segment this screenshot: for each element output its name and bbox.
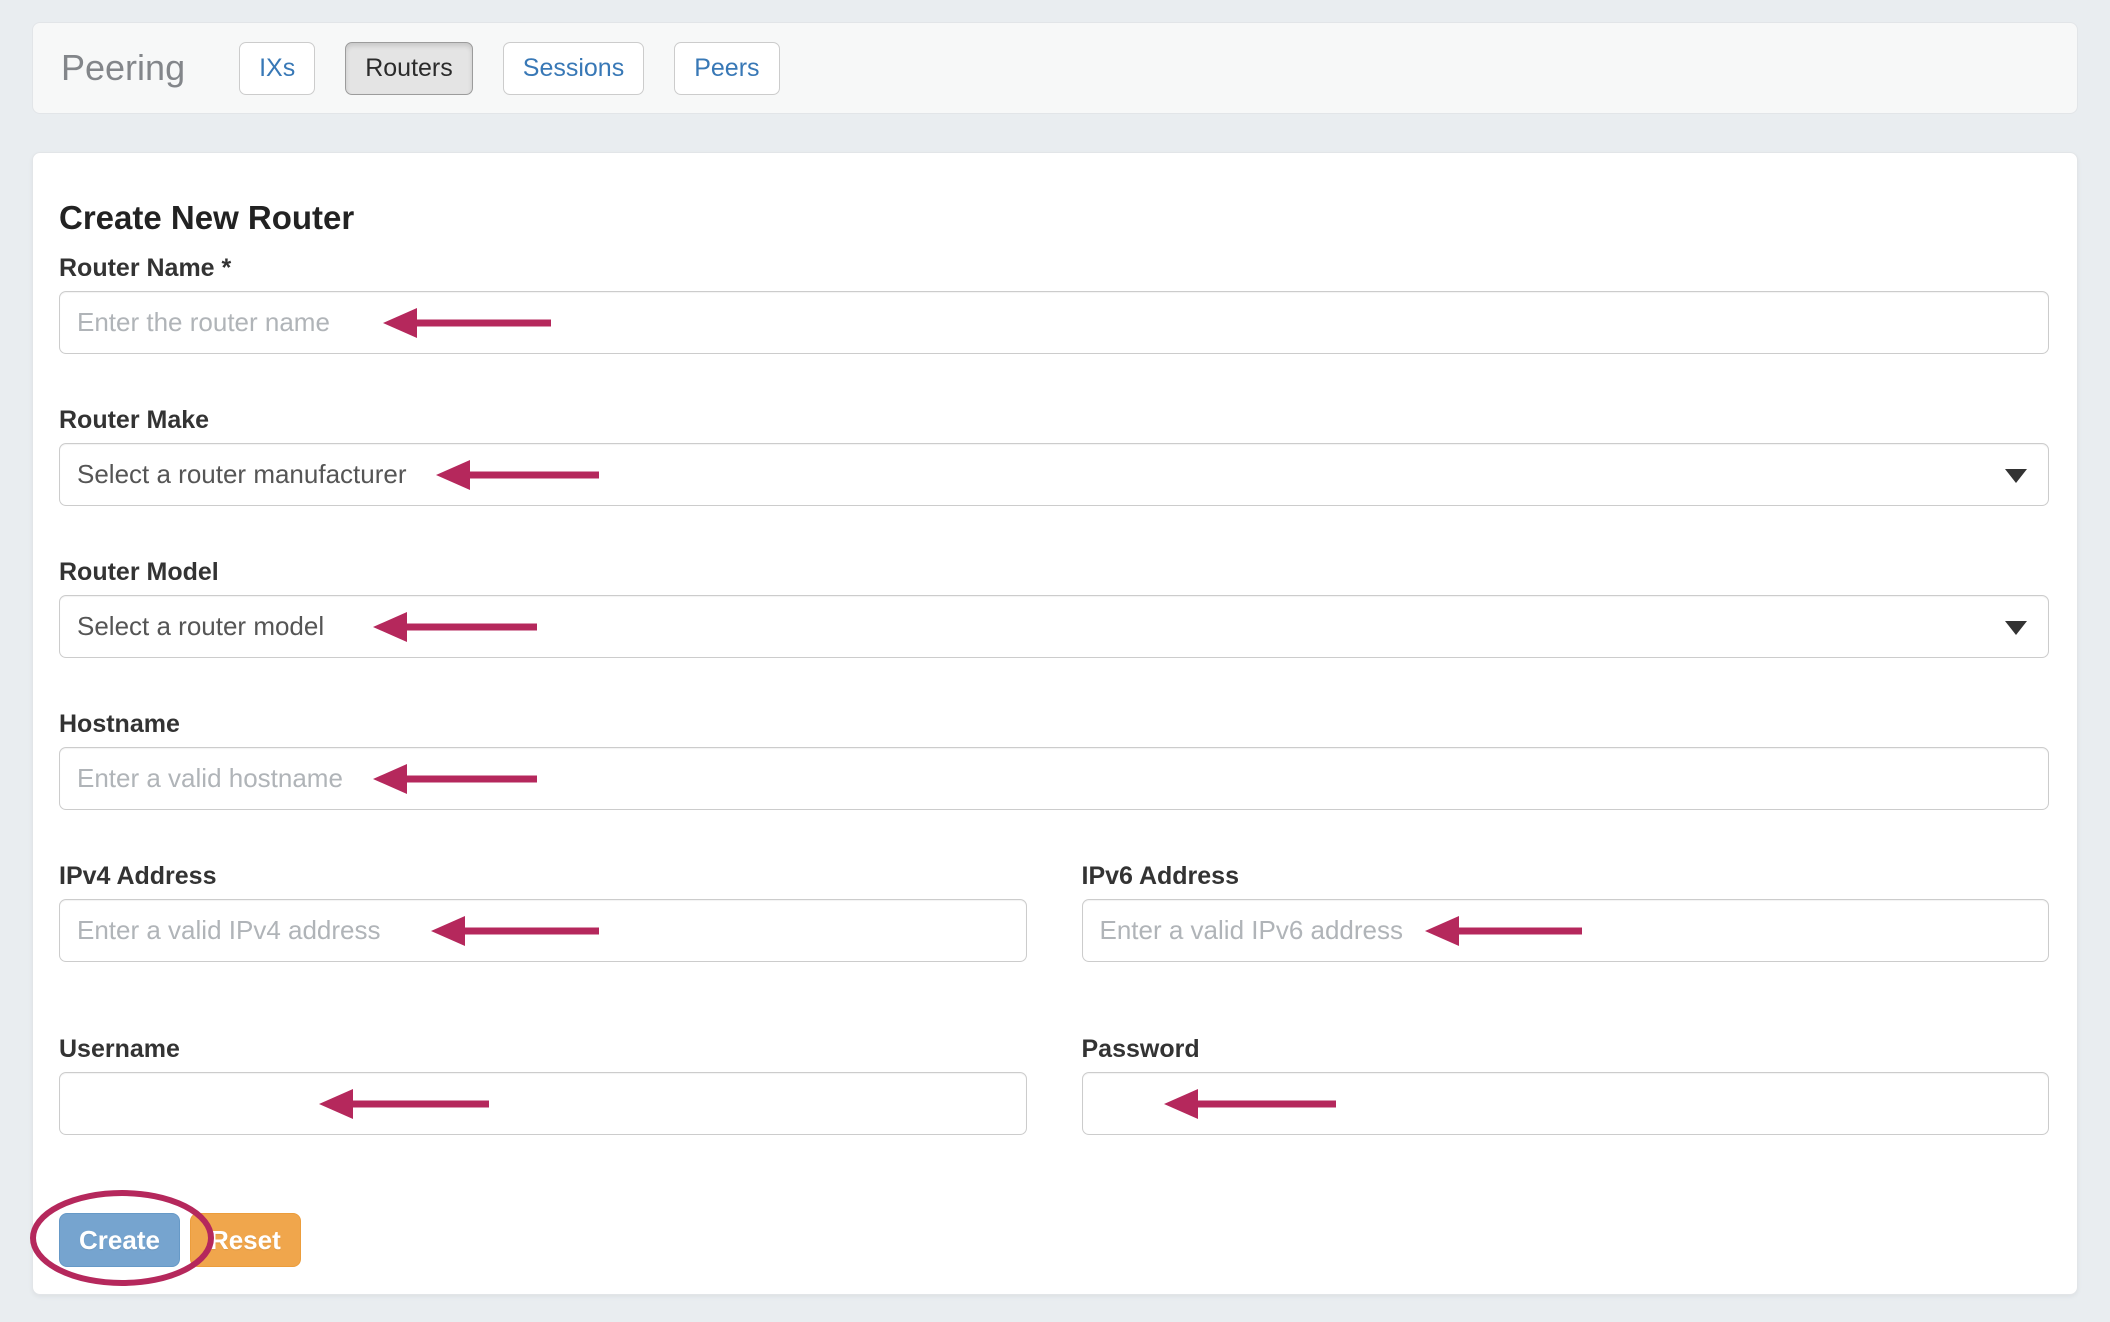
router-name-input[interactable] — [59, 291, 2049, 354]
username-input[interactable] — [59, 1072, 1027, 1135]
ipv4-address-field: IPv4 Address — [59, 864, 1027, 962]
ipv4-address-label: IPv4 Address — [59, 862, 217, 890]
ipv6-address-field: IPv6 Address — [1081, 862, 2049, 962]
hostname-input[interactable] — [59, 747, 2049, 810]
tab-peers[interactable]: Peers — [674, 41, 780, 95]
form-title: Create New Router — [59, 199, 355, 236]
create-button[interactable]: Create — [59, 1213, 180, 1267]
create-router-panel: Create New Router Router Name * Router M… — [30, 152, 2078, 1295]
password-input[interactable] — [1081, 1072, 2049, 1135]
header-bar: Peering IXs Routers Sessions Peers — [32, 22, 2078, 114]
router-make-selected-value: Select a router manufacturer — [77, 459, 407, 489]
credentials-row: Username Password — [59, 1037, 2049, 1135]
username-label: Username — [59, 1035, 180, 1063]
router-model-label: Router Model — [59, 558, 219, 586]
router-name-field: Router Name * — [59, 256, 2049, 354]
tab-group: IXs Routers Sessions Peers — [239, 41, 780, 95]
tab-ixs[interactable]: IXs — [239, 41, 316, 95]
password-field: Password — [1081, 1035, 2049, 1135]
router-make-field: Router Make Select a router manufacturer — [59, 408, 2049, 506]
router-make-label: Router Make — [59, 406, 210, 434]
tab-routers[interactable]: Routers — [345, 41, 473, 95]
ipv6-address-input[interactable] — [1081, 899, 2049, 962]
ipv4-address-input[interactable] — [59, 899, 1027, 962]
page-title: Peering — [61, 47, 186, 88]
tab-sessions[interactable]: Sessions — [502, 41, 645, 95]
hostname-label: Hostname — [59, 710, 180, 738]
ipv6-address-label: IPv6 Address — [1081, 862, 1239, 890]
username-field: Username — [59, 1037, 1027, 1135]
hostname-field: Hostname — [59, 712, 2049, 810]
router-model-selected-value: Select a router model — [77, 611, 325, 641]
router-model-field: Router Model Select a router model — [59, 560, 2049, 658]
password-label: Password — [1081, 1035, 1200, 1063]
router-model-select[interactable]: Select a router model — [59, 595, 2049, 658]
reset-button[interactable]: Reset — [189, 1213, 301, 1267]
router-name-label: Router Name * — [59, 254, 232, 282]
router-make-select[interactable]: Select a router manufacturer — [59, 443, 2049, 506]
ip-address-row: IPv4 Address IPv6 Address — [59, 864, 2049, 962]
form-actions: Create Reset — [30, 1190, 2049, 1286]
